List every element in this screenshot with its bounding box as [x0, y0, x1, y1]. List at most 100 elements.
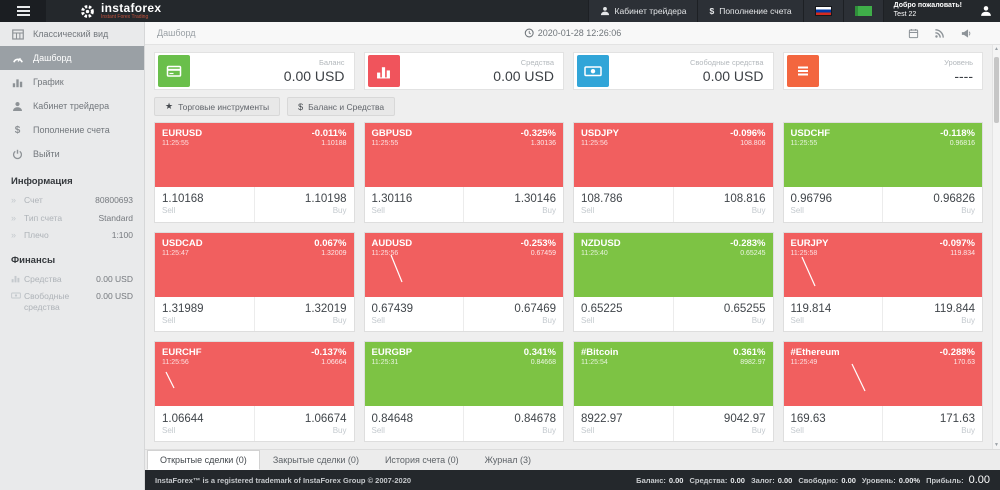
buy-cell[interactable]: 0.65255 Buy — [674, 297, 773, 332]
sell-cell[interactable]: 8922.97 Sell — [574, 406, 674, 441]
sidebar-item-trader-cabinet[interactable]: Кабинет трейдера — [0, 94, 144, 118]
instrument-tile-header[interactable]: EURGBP 11:25:31 0.341% 0.84668 — [364, 342, 563, 407]
page-topbar: Дашборд 2020-01-28 12:26:06 — [145, 22, 1000, 45]
quote-time: 11:25:55 — [371, 140, 399, 147]
credit-card-icon — [158, 55, 190, 87]
instrument-tile-eurjpy: EURJPY 11:25:58 -0.097% 119.834 119.814 … — [782, 231, 983, 333]
instrument-tile-header[interactable]: #Bitcoin 11:25:54 0.361% 8982.97 — [574, 342, 773, 407]
tab-closed-deals[interactable]: Закрытые сделки (0) — [272, 455, 359, 465]
sell-cell[interactable]: 1.06644 Sell — [155, 406, 255, 441]
sell-cell[interactable]: 169.63 Sell — [784, 406, 884, 441]
sidebar-item-classic-view[interactable]: Классический вид — [0, 22, 144, 46]
footer-stat-label: Залог: — [750, 475, 775, 485]
deposit-button[interactable]: $ Пополнение счета — [697, 0, 803, 22]
instrument-tile-header[interactable]: NZDUSD 11:25:40 -0.283% 0.65245 — [574, 232, 773, 297]
info-section-title: Информация — [11, 176, 73, 187]
tab-account-history[interactable]: История счета (0) — [384, 455, 459, 465]
change-percent: -0.097% — [939, 237, 975, 249]
instrument-tile-header[interactable]: USDCAD 11:25:47 0.067% 1.32009 — [155, 232, 354, 297]
info-label: Тип счета — [24, 212, 63, 223]
buy-cell[interactable]: 171.63 Buy — [883, 406, 982, 441]
trader-cabinet-button[interactable]: Кабинет трейдера — [587, 0, 698, 22]
buy-cell[interactable]: 119.844 Buy — [883, 297, 982, 332]
banknote-icon — [11, 291, 24, 300]
quote-time: 11:25:49 — [790, 359, 818, 367]
vertical-scrollbar[interactable]: ▲ ▼ — [992, 45, 1000, 449]
instrument-tile-header[interactable]: USDCHF 11:25:55 -0.118% 0.96816 — [783, 123, 982, 187]
instrument-symbol: USDJPY — [581, 128, 620, 139]
tab-open-deals[interactable]: Открытые сделки (0) — [147, 450, 260, 470]
buy-cell[interactable]: 1.32019 Buy — [255, 297, 354, 332]
buy-cell[interactable]: 1.30146 Buy — [464, 187, 563, 222]
instrument-tile-header[interactable]: #Ethereum 11:25:49 -0.288% 170.63 — [783, 342, 982, 407]
instrument-tile-header[interactable]: USDJPY 11:25:56 -0.096% 108.806 — [574, 123, 773, 187]
instrument-symbol: EURUSD — [162, 128, 203, 139]
user-avatar-icon[interactable] — [972, 0, 1000, 22]
buy-cell[interactable]: 0.84678 Buy — [464, 406, 563, 441]
datetime-text: 2020-01-28 12:26:06 — [537, 28, 622, 38]
mid-price: 170.63 — [953, 359, 975, 367]
mid-price: 108.806 — [740, 140, 766, 147]
finance-section-title: Финансы — [11, 255, 56, 267]
sell-cell[interactable]: 0.67439 Sell — [365, 296, 465, 332]
sell-cell[interactable]: 0.96796 Sell — [784, 187, 884, 222]
balance-funds-button[interactable]: $ Баланс и Средства — [287, 97, 396, 116]
scroll-down-arrow[interactable]: ▼ — [994, 442, 999, 448]
buy-label: Buy — [542, 425, 556, 435]
sell-cell[interactable]: 0.65225 Sell — [574, 296, 674, 332]
tab-journal[interactable]: Журнал (3) — [484, 455, 532, 465]
calendar-icon[interactable] — [908, 28, 919, 39]
sell-label: Sell — [371, 206, 385, 216]
sidebar-item-chart[interactable]: График — [0, 70, 144, 94]
sell-price: 0.84648 — [371, 412, 414, 425]
clock-icon — [524, 28, 534, 38]
sell-price: 1.30116 — [371, 193, 413, 206]
info-label: Плечо — [24, 230, 49, 241]
quote-time: 11:25:58 — [790, 249, 818, 257]
buy-cell[interactable]: 108.816 Buy — [674, 187, 773, 222]
sell-cell[interactable]: 1.31989 Sell — [155, 296, 255, 332]
sell-cell[interactable]: 108.786 Sell — [574, 187, 674, 222]
quote-time: 11:25:56 — [162, 359, 189, 367]
scroll-up-arrow[interactable]: ▲ — [994, 46, 999, 52]
megaphone-icon[interactable] — [960, 28, 972, 39]
instrument-tile-header[interactable]: GBPUSD 11:25:55 -0.325% 1.30136 — [364, 123, 563, 187]
currency-flag-button[interactable] — [842, 0, 883, 22]
change-percent: -0.011% — [311, 128, 347, 139]
quote-time: 11:25:40 — [581, 249, 608, 257]
rss-icon[interactable] — [934, 28, 945, 39]
buy-cell[interactable]: 0.96826 Buy — [883, 187, 982, 222]
buy-cell[interactable]: 1.10198 Buy — [255, 187, 354, 222]
sidebar-item-logout[interactable]: Выйти — [0, 142, 144, 166]
sparkline — [165, 372, 175, 389]
sell-cell[interactable]: 119.814 Sell — [784, 296, 884, 332]
buy-cell[interactable]: 0.67469 Buy — [464, 297, 563, 332]
instrument-tile-header[interactable]: EURCHF 11:25:56 -0.137% 1.06664 — [155, 342, 354, 407]
sell-cell[interactable]: 1.10168 Sell — [155, 187, 255, 222]
sidebar-item-deposit[interactable]: $ Пополнение счета — [0, 118, 144, 142]
info-value: 80800693 — [95, 195, 133, 205]
sell-cell[interactable]: 0.84648 Sell — [365, 406, 465, 441]
scrollbar-thumb[interactable] — [994, 57, 999, 123]
trading-instruments-button[interactable]: ★ Торговые инструменты — [154, 97, 281, 116]
buy-price: 119.844 — [934, 302, 975, 315]
sparkline — [389, 254, 403, 282]
footer-profit-label: Прибыль: — [926, 475, 964, 485]
buy-price: 171.63 — [939, 412, 975, 425]
instrument-tile-header[interactable]: EURUSD 11:25:55 -0.011% 1.10188 — [155, 123, 354, 187]
person-icon — [600, 6, 610, 16]
buy-cell[interactable]: 1.06674 Buy — [255, 406, 354, 441]
mid-price: 1.30136 — [530, 140, 556, 147]
sell-label: Sell — [371, 315, 385, 325]
language-flag-ru-button[interactable] — [802, 0, 843, 22]
dollar-icon: $ — [298, 101, 304, 112]
sidebar-item-dashboard[interactable]: Дашборд — [0, 46, 144, 70]
instrument-tile-header[interactable]: AUDUSD 11:25:56 -0.253% 0.67459 — [364, 232, 563, 297]
buy-cell[interactable]: 9042.97 Buy — [674, 406, 773, 441]
instrument-symbol: EURJPY — [790, 237, 829, 249]
brand-logo[interactable]: instaforex Instant Forex Trading — [80, 0, 161, 22]
instrument-tile-header[interactable]: EURJPY 11:25:58 -0.097% 119.834 — [783, 232, 982, 297]
hamburger-menu-icon[interactable] — [0, 0, 46, 22]
sell-cell[interactable]: 1.30116 Sell — [365, 187, 465, 222]
table-icon — [11, 28, 24, 40]
